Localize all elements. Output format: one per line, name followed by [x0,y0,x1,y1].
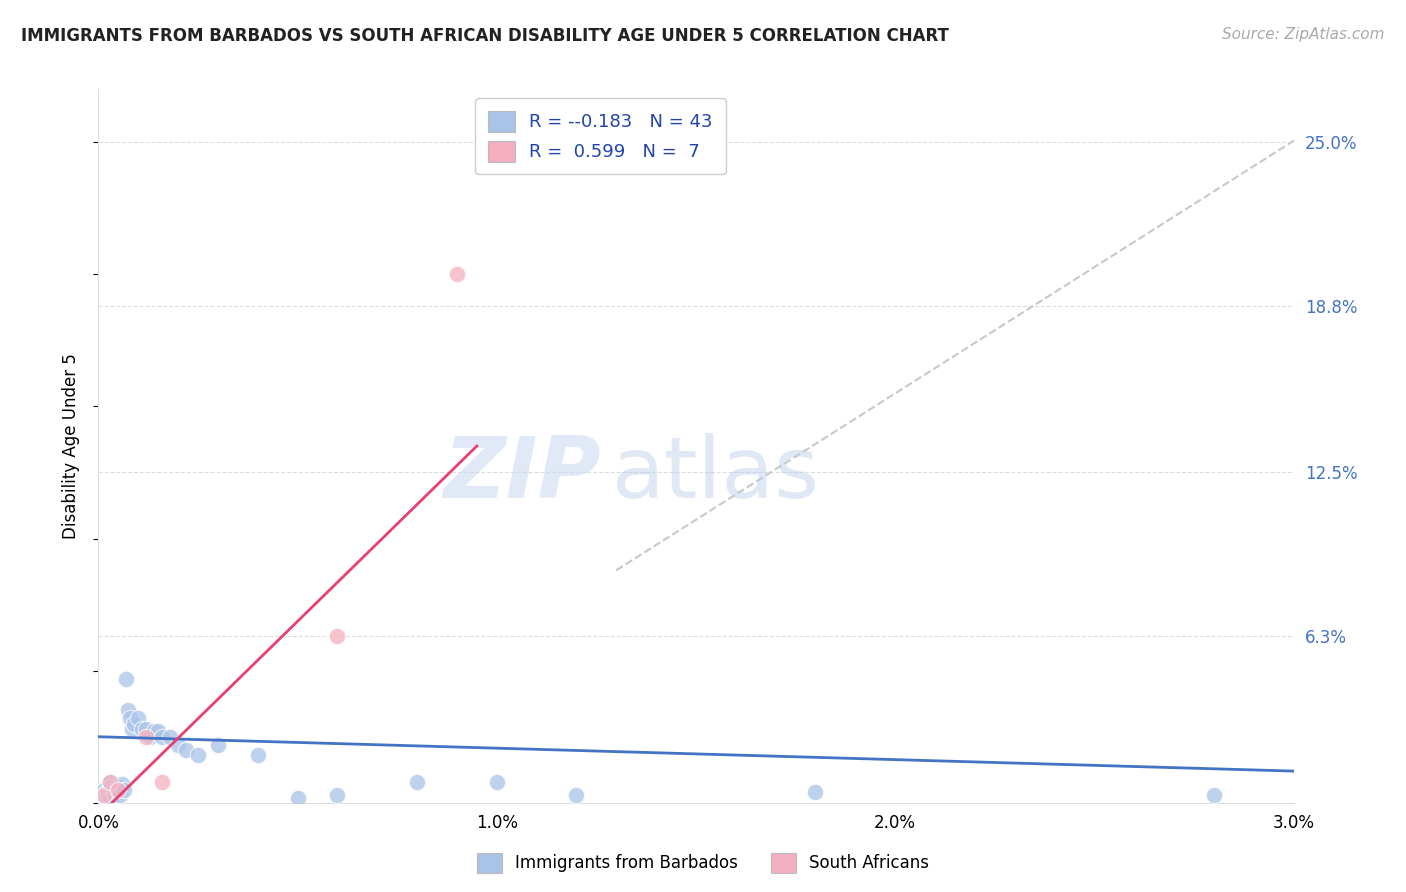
Point [108,785,131,799]
Point [93,782,115,797]
Point [150,774,173,789]
Point [103,785,125,799]
Point [105,782,128,797]
Y-axis label: Disability Age Under 5: Disability Age Under 5 [62,353,80,539]
Point [207,738,229,752]
Point [104,788,127,802]
Text: ZIP: ZIP [443,433,600,516]
Point [97,788,120,802]
Point [98,790,121,805]
Point [139,730,162,744]
Point [117,703,139,717]
Point [107,782,129,797]
Point [121,722,143,736]
Point [107,780,129,794]
Point [112,782,135,797]
Text: Source: ZipAtlas.com: Source: ZipAtlas.com [1222,27,1385,42]
Point [98,774,122,789]
Point [93,788,115,802]
Point [96,785,118,799]
Text: atlas: atlas [613,433,820,516]
Point [110,788,132,802]
Point [94,788,117,802]
Legend: R = --0.183   N = 43, R =  0.599   N =  7: R = --0.183 N = 43, R = 0.599 N = 7 [475,98,725,174]
Point [101,782,124,797]
Point [326,629,349,643]
Legend: Immigrants from Barbados, South Africans: Immigrants from Barbados, South Africans [470,847,936,880]
Point [804,785,827,799]
Point [150,730,173,744]
Point [565,788,588,802]
Point [246,748,269,763]
Point [103,788,125,802]
Point [326,788,349,802]
Point [159,730,181,744]
Point [98,774,122,789]
Point [124,716,146,731]
Point [148,724,170,739]
Point [143,724,166,739]
Point [131,722,153,736]
Point [135,722,157,736]
Point [167,738,190,752]
Point [174,743,197,757]
Point [287,790,309,805]
Point [187,748,209,763]
Point [127,711,149,725]
Point [1202,788,1225,802]
Point [135,730,157,744]
Point [111,777,134,791]
Point [406,774,429,789]
Point [115,672,138,686]
Text: IMMIGRANTS FROM BARBADOS VS SOUTH AFRICAN DISABILITY AGE UNDER 5 CORRELATION CHA: IMMIGRANTS FROM BARBADOS VS SOUTH AFRICA… [21,27,949,45]
Point [120,711,142,725]
Point [100,780,122,794]
Point [485,774,508,789]
Point [446,267,468,281]
Point [96,790,118,805]
